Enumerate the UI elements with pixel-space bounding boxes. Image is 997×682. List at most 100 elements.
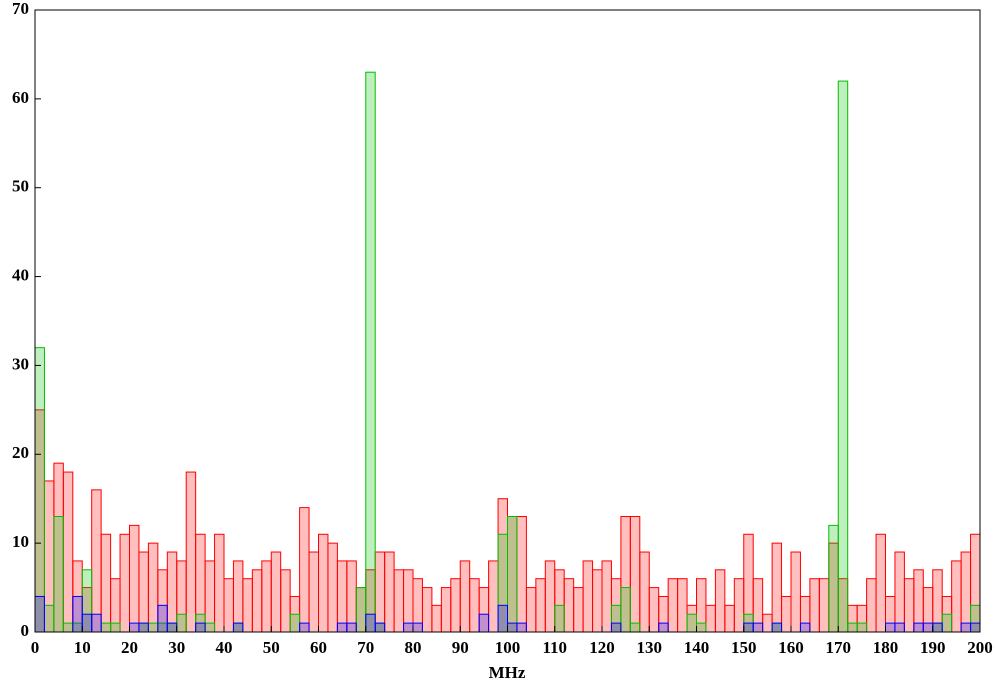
x-axis-label: MHz <box>489 663 526 682</box>
bar <box>686 613 697 633</box>
bar <box>563 578 575 633</box>
bar <box>34 347 45 633</box>
bar <box>960 551 972 633</box>
bar <box>648 587 660 633</box>
bar <box>459 560 471 633</box>
y-tick-label: 30 <box>12 354 29 373</box>
x-tick-label: 110 <box>542 638 567 657</box>
bar <box>573 587 584 633</box>
y-tick-label: 50 <box>12 177 29 196</box>
bar <box>232 622 244 633</box>
bar <box>91 489 102 633</box>
bar <box>374 551 386 633</box>
bar <box>762 613 773 633</box>
bar <box>129 524 140 633</box>
y-tick-label: 40 <box>12 265 29 284</box>
bar <box>507 622 518 633</box>
bar <box>195 622 206 633</box>
bar <box>535 578 546 633</box>
bar <box>403 622 414 633</box>
bar <box>516 622 527 633</box>
bar <box>299 507 310 633</box>
bar <box>110 622 121 633</box>
bar <box>516 515 527 633</box>
bar <box>951 560 962 633</box>
bar <box>62 622 74 633</box>
bar <box>960 622 972 633</box>
bar <box>289 613 301 633</box>
bar <box>43 604 55 633</box>
bar <box>166 551 178 633</box>
bar <box>941 613 953 633</box>
bar <box>34 595 45 633</box>
bar <box>100 533 112 633</box>
x-tick-label: 190 <box>920 638 946 657</box>
x-tick-label: 170 <box>826 638 852 657</box>
bar <box>53 515 64 633</box>
bar <box>261 560 272 633</box>
bar <box>922 622 934 633</box>
x-tick-label: 160 <box>778 638 804 657</box>
x-tick-label: 30 <box>168 638 185 657</box>
bar <box>327 542 338 633</box>
bar <box>450 578 461 633</box>
bar <box>166 622 178 633</box>
bar <box>336 622 348 633</box>
bar <box>346 622 357 633</box>
bar <box>280 569 291 633</box>
bar <box>771 622 783 633</box>
bar <box>365 71 376 633</box>
x-tick-label: 100 <box>495 638 521 657</box>
bar <box>752 622 764 633</box>
bar <box>138 622 149 633</box>
bar <box>847 622 858 633</box>
bar <box>592 569 603 633</box>
bar <box>677 578 688 633</box>
bar <box>421 587 433 633</box>
bar <box>270 551 282 633</box>
x-tick-label: 50 <box>263 638 280 657</box>
bar <box>138 551 149 633</box>
bar <box>232 560 244 633</box>
x-tick-label: 0 <box>31 638 40 657</box>
x-tick-label: 10 <box>74 638 91 657</box>
bar <box>837 80 849 633</box>
bar <box>62 471 74 633</box>
x-tick-label: 80 <box>405 638 422 657</box>
bar <box>629 515 641 633</box>
bar <box>781 595 792 633</box>
bar <box>620 587 631 633</box>
bar <box>629 622 641 633</box>
bar <box>970 622 981 633</box>
x-tick-label: 140 <box>684 638 710 657</box>
bar <box>299 622 310 633</box>
bar <box>866 578 877 633</box>
bar <box>72 595 83 633</box>
bar <box>100 622 112 633</box>
y-tick-label: 60 <box>12 88 29 107</box>
bar <box>705 604 716 633</box>
bar <box>696 622 707 633</box>
bar <box>308 551 319 633</box>
bar <box>242 578 253 633</box>
bar <box>724 604 735 633</box>
bar <box>204 622 216 633</box>
bar <box>743 622 754 633</box>
y-tick-label: 70 <box>12 0 29 18</box>
x-tick-label: 180 <box>873 638 899 657</box>
bar <box>393 569 405 633</box>
bar <box>639 551 650 633</box>
x-tick-label: 40 <box>216 638 233 657</box>
bar <box>478 613 490 633</box>
bar <box>818 578 830 633</box>
bar <box>336 560 348 633</box>
bar <box>412 622 423 633</box>
bar <box>903 578 915 633</box>
bar <box>346 560 357 633</box>
bar <box>885 622 896 633</box>
bar <box>894 622 905 633</box>
bar <box>525 587 537 633</box>
bar <box>204 560 216 633</box>
bar <box>214 533 225 633</box>
